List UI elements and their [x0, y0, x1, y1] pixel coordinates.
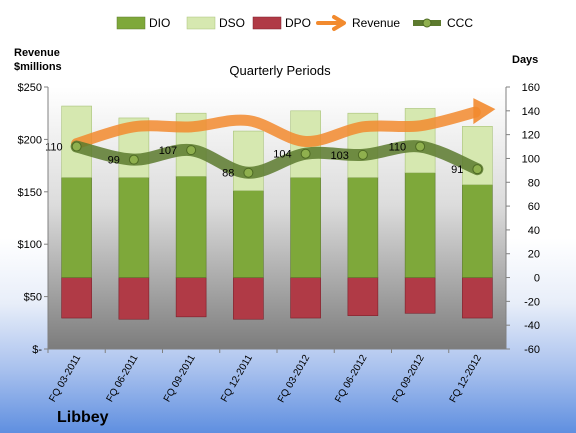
revenue-line [71, 106, 481, 150]
y-left-tick-label: $100 [18, 239, 42, 251]
x-tick-label: FQ 03-2012 [276, 353, 312, 405]
bar-dio [347, 177, 379, 278]
revenue-arrowhead [473, 98, 496, 125]
ccc-data-label: 99 [108, 155, 120, 167]
y-right-tick-label: 140 [522, 106, 540, 118]
bar-dio [233, 190, 264, 278]
legend-swatch-dso [186, 16, 216, 30]
ccc-marker [300, 148, 311, 159]
ccc-marker [243, 167, 254, 178]
legend-label-dso: DSO [219, 16, 245, 30]
bar-dpo [347, 277, 379, 316]
y-right-tick-label: -40 [524, 320, 540, 332]
y-right-tick-label: 0 [534, 273, 540, 285]
ccc-data-label: 104 [273, 149, 291, 161]
ccc-data-label: 110 [45, 142, 63, 154]
y-right-tick-label: 20 [528, 249, 540, 261]
x-tick-label: FQ 06-2011 [105, 353, 141, 404]
y-left-tick-label: $200 [18, 134, 42, 146]
y-left-title-line1: Revenue [14, 47, 60, 59]
bar-dso [233, 130, 264, 191]
legend-swatch-revenue [316, 15, 346, 31]
ccc-marker [357, 149, 368, 160]
y-right-tick-label: -60 [524, 344, 540, 356]
legend-swatch-dio [116, 16, 146, 30]
ccc-data-label: 88 [222, 168, 234, 180]
bar-dpo [290, 277, 321, 319]
legend-label-dpo: DPO [285, 16, 311, 30]
x-tick-label: FQ 09-2012 [391, 353, 427, 405]
y-right-title: Days [512, 54, 538, 66]
bar-dpo [404, 277, 436, 314]
legend-label-revenue: Revenue [352, 16, 400, 30]
ccc-marker [186, 145, 197, 156]
y-right-tick-label: 100 [522, 153, 540, 165]
ccc-line [70, 140, 484, 179]
ccc-data-label: 91 [451, 164, 463, 176]
chart-title: Quarterly Periods [229, 63, 331, 78]
bar-dio [404, 172, 436, 278]
ccc-marker [415, 141, 426, 152]
y-left-tick-label: $250 [18, 82, 42, 94]
revenue-series [71, 98, 496, 150]
legend-swatch-ccc-marker [422, 18, 432, 28]
y-right-tick-label: 120 [522, 130, 540, 142]
bar-dio [290, 177, 321, 278]
x-tick-label: FQ 03-2011 [47, 353, 83, 404]
x-tick-label: FQ 12-2012 [448, 353, 484, 405]
legend: DIO DSO DPO Revenue CCC [116, 15, 473, 31]
y-left-title-line2: $millions [14, 61, 62, 73]
bar-dio [61, 177, 92, 278]
bars [61, 105, 493, 320]
y-right-tick-label: 40 [528, 225, 540, 237]
company-name: Libbey [57, 409, 109, 426]
ccc-series: 110 99 107 88 104 103 110 91 [45, 140, 484, 180]
y-right-tick-label: 60 [528, 201, 540, 213]
y-right-tick-label: 160 [522, 82, 540, 94]
x-axis: FQ 03-2011 FQ 06-2011 FQ 09-2011 FQ 12-2011… [47, 349, 484, 405]
y-right-axis: -60 -40 -20 0 20 40 60 80 100 120 140 160 [506, 82, 540, 356]
legend-swatch-dpo [252, 16, 282, 30]
y-left-tick-label: $- [32, 344, 42, 356]
bar-dpo [61, 277, 92, 319]
x-tick-label: FQ 12-2011 [219, 353, 255, 404]
y-left-tick-label: $150 [18, 187, 42, 199]
x-tick-label: FQ 06-2012 [333, 353, 369, 405]
bar-dso [462, 126, 493, 185]
ccc-data-label: 103 [331, 150, 349, 162]
ccc-data-label: 107 [159, 145, 177, 157]
y-left-tick-label: $50 [24, 292, 42, 304]
legend-label-dio: DIO [149, 16, 170, 30]
ccc-marker [472, 164, 483, 175]
bar-dpo [462, 277, 493, 319]
y-right-tick-label: -20 [524, 296, 540, 308]
legend-label-ccc: CCC [447, 16, 473, 30]
ccc-data-label: 110 [389, 142, 407, 154]
bar-dio [175, 176, 207, 278]
bar-dpo [175, 277, 207, 318]
y-left-axis: $- $50 $100 $150 $200 $250 [18, 82, 48, 356]
bar-dpo [233, 277, 264, 320]
bar-dio [118, 177, 150, 278]
bar-dio [462, 184, 493, 278]
y-right-tick-label: 80 [528, 177, 540, 189]
bar-dpo [118, 277, 150, 320]
x-tick-label: FQ 09-2011 [162, 353, 198, 404]
ccc-marker [71, 141, 82, 152]
ccc-marker [128, 154, 139, 165]
